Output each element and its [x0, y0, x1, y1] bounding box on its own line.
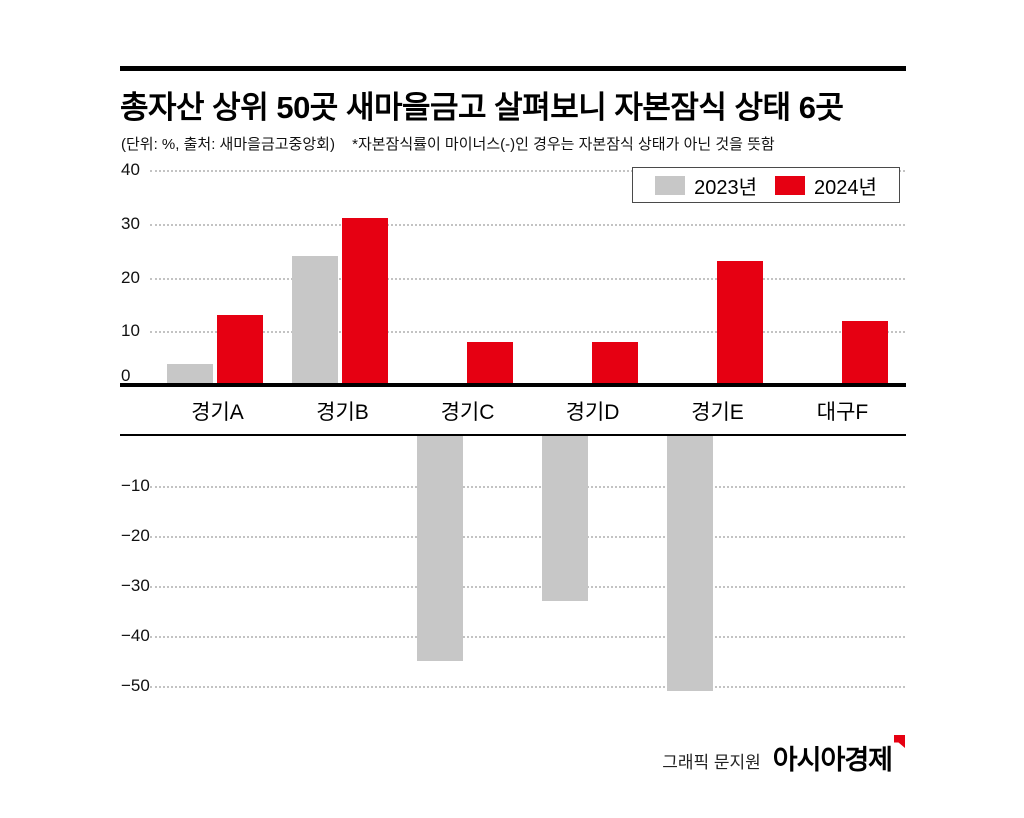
- gridline--40: [150, 636, 905, 638]
- legend-swatch-2024년: [775, 175, 805, 195]
- page-title: 총자산 상위 50곳 새마을금고 살펴보니 자본잠식 상태 6곳: [120, 90, 844, 125]
- bar-2023년-경기D: [542, 436, 588, 601]
- bar-2024년-경기A: [217, 315, 263, 385]
- y-tick-label--30: −30: [121, 576, 150, 595]
- bar-2024년-경기B: [342, 218, 388, 385]
- gridline--30: [150, 586, 905, 588]
- y-tick-label-40: 40: [121, 160, 140, 179]
- y-tick-label--50: −50: [121, 676, 150, 695]
- bar-2024년-경기D: [592, 342, 638, 385]
- bar-2023년-경기E: [667, 436, 713, 691]
- legend-label-2023년: 2023년: [694, 176, 757, 199]
- category-label-대구F: 대구F: [816, 401, 869, 424]
- gridline--10: [150, 486, 905, 488]
- y-tick-label-10: 10: [121, 321, 140, 341]
- y-tick-label-20: 20: [121, 267, 140, 287]
- y-tick-label-0: 0: [121, 366, 131, 385]
- gridline-10: [150, 331, 905, 334]
- category-label-경기D: 경기D: [565, 401, 620, 424]
- legend-swatch-2023년: [655, 175, 686, 195]
- gridline-40: [150, 170, 905, 172]
- y-tick-label-30: 30: [121, 213, 140, 233]
- negative-panel: [150, 436, 905, 706]
- top-rule: [120, 66, 906, 71]
- category-axis: 경기A 경기B 경기C 경기D 경기E 대구F: [155, 396, 905, 428]
- subtitle: (단위: %, 출처: 새마을금고중앙회) *자본잠식률이 마이너스(-)인 경…: [121, 133, 775, 154]
- legend-item-2023년: 2023년: [655, 171, 757, 200]
- bar-2023년-경기A: [167, 363, 213, 385]
- bar-2024년-경기E: [717, 261, 763, 385]
- category-label-경기C: 경기C: [440, 401, 495, 424]
- axis-divider-line: [120, 434, 906, 436]
- bar-2023년-경기B: [292, 256, 338, 385]
- positive-tick-labels: 40 30 20 10 0: [121, 160, 161, 385]
- gridline--20: [150, 536, 905, 538]
- bar-2023년-경기C: [417, 436, 463, 661]
- brand-flag-icon: [894, 735, 905, 748]
- unit-source-text: (단위: %, 출처: 새마을금고중앙회): [121, 136, 335, 153]
- positive-panel: [150, 170, 905, 385]
- category-label-경기A: 경기A: [191, 401, 244, 424]
- y-tick-label--40: −40: [121, 626, 150, 645]
- negative-tick-labels: −10 −20 −30 −40 −50: [121, 436, 161, 706]
- category-label-경기E: 경기E: [691, 401, 744, 424]
- brand-text: 아시아경제: [772, 745, 893, 775]
- gridline--50: [150, 686, 905, 688]
- legend: 2023년 2024년: [632, 167, 900, 203]
- bar-2024년-경기C: [467, 342, 513, 385]
- bar-2024년-대구F: [842, 320, 888, 385]
- credit-text: 그래픽 문지원: [662, 753, 761, 772]
- category-label-경기B: 경기B: [316, 401, 369, 424]
- footer: 그래픽 문지원 아시아경제: [662, 735, 905, 777]
- y-tick-label--10: −10: [121, 476, 150, 495]
- legend-label-2024년: 2024년: [814, 176, 877, 199]
- gridline-20: [150, 277, 905, 280]
- gridline-30: [150, 223, 905, 226]
- legend-item-2024년: 2024년: [775, 171, 877, 200]
- footnote-text: *자본잠식률이 마이너스(-)인 경우는 자본잠식 상태가 아닌 것을 뜻함: [352, 136, 775, 153]
- y-tick-label--20: −20: [121, 526, 150, 545]
- zero-baseline: [120, 383, 906, 387]
- brand-logo: 아시아경제: [772, 735, 905, 777]
